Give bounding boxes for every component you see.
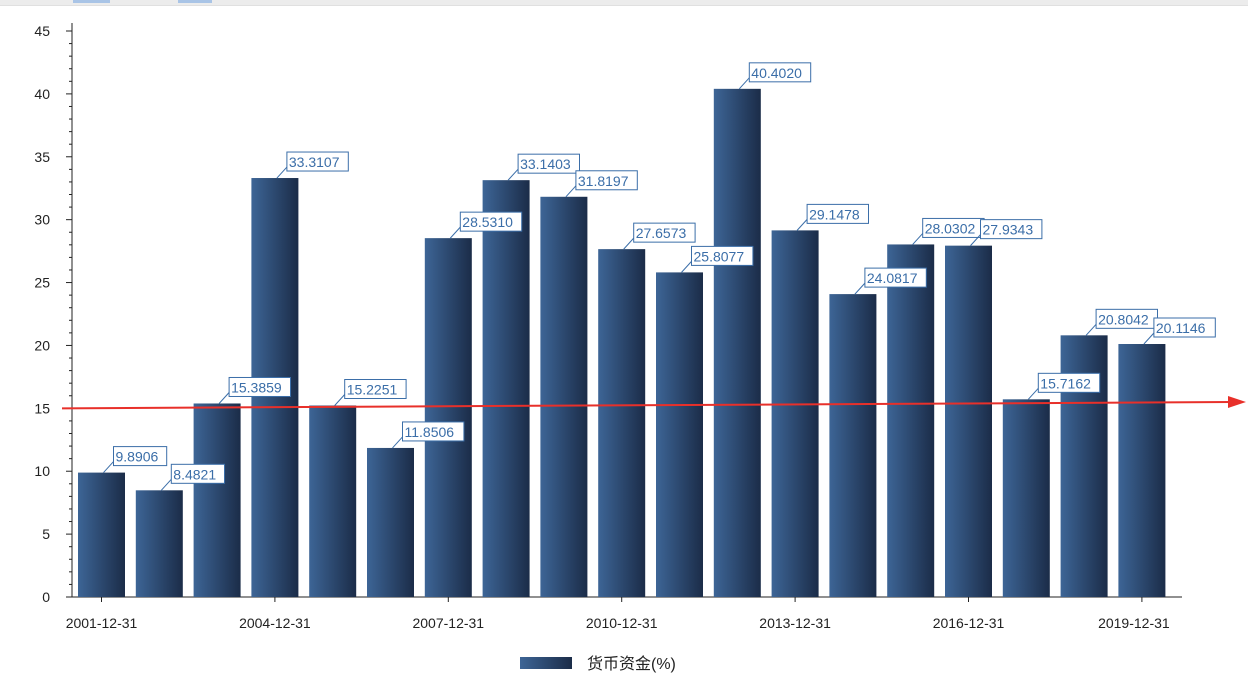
data-label-box <box>286 151 349 172</box>
bar-2002-12-31[interactable] <box>135 490 183 597</box>
y-tick-label: 30 <box>34 212 50 228</box>
data-label: 40.4020 <box>751 65 802 81</box>
y-tick-label: 10 <box>34 463 50 479</box>
x-tick-label: 2010-12-31 <box>586 615 658 631</box>
data-label-box <box>170 463 226 484</box>
data-label: 28.0302 <box>925 220 976 236</box>
y-tick-label: 40 <box>34 86 50 102</box>
label-leader <box>334 394 346 406</box>
toolbar-tab[interactable] <box>73 0 110 3</box>
data-label-box <box>459 211 523 232</box>
label-leader <box>912 233 924 245</box>
y-tick-label: 0 <box>42 589 50 605</box>
data-label: 15.3859 <box>231 379 282 395</box>
data-label: 15.7162 <box>1040 375 1091 391</box>
x-tick-label: 2016-12-31 <box>933 615 1005 631</box>
data-label-box <box>748 62 812 83</box>
x-tick-label: 2004-12-31 <box>239 615 311 631</box>
bar-2009-12-31[interactable] <box>540 196 588 598</box>
bar-2015-12-31[interactable] <box>887 244 935 597</box>
data-label: 27.6573 <box>636 225 687 241</box>
data-label: 11.8506 <box>405 424 455 440</box>
label-leader <box>507 168 519 181</box>
red-annotation-line <box>61 401 1233 410</box>
bar-2007-12-31[interactable] <box>424 238 472 597</box>
data-label: 20.8042 <box>1098 311 1149 327</box>
data-label-box <box>402 421 465 442</box>
y-tick-label: 35 <box>34 149 50 165</box>
data-label: 24.0817 <box>867 270 918 286</box>
x-tick-label: 2001-12-31 <box>66 615 138 631</box>
label-leader <box>1143 332 1155 345</box>
bar-2013-12-31[interactable] <box>771 230 819 598</box>
bar-2014-12-31[interactable] <box>829 294 877 597</box>
label-leader <box>623 237 635 250</box>
data-label: 31.8197 <box>578 173 629 189</box>
data-label: 20.1146 <box>1156 320 1206 336</box>
data-label: 29.1478 <box>809 206 860 222</box>
bar-2008-12-31[interactable] <box>482 180 530 597</box>
label-leader <box>1027 387 1039 400</box>
legend-swatch <box>520 657 572 669</box>
data-label-box <box>344 379 407 400</box>
label-leader <box>218 392 230 404</box>
bar-2010-12-31[interactable] <box>598 249 646 597</box>
bar-2003-12-31[interactable] <box>193 403 241 597</box>
data-label-box <box>980 219 1043 240</box>
data-label-box <box>1153 317 1216 338</box>
data-label: 15.2251 <box>347 382 398 398</box>
label-leader <box>392 436 403 449</box>
data-label-box <box>228 376 292 397</box>
toolbar-tab[interactable] <box>178 0 212 3</box>
data-label: 33.3107 <box>289 154 340 170</box>
label-leader <box>276 166 288 179</box>
label-leader <box>449 226 461 239</box>
data-label-box <box>864 267 927 288</box>
y-tick-label: 15 <box>34 400 50 416</box>
label-leader <box>970 234 981 246</box>
x-tick-label: 2007-12-31 <box>412 615 484 631</box>
data-label: 33.1403 <box>520 156 571 172</box>
data-label-box <box>806 203 869 224</box>
legend: 货币资金(%) <box>520 655 676 673</box>
data-label-box <box>691 245 754 266</box>
y-tick-label: 45 <box>34 23 50 39</box>
bar-2012-12-31[interactable] <box>713 88 761 598</box>
data-label-box <box>633 222 696 243</box>
data-label-box <box>575 170 638 191</box>
data-label: 25.8077 <box>694 248 745 264</box>
top-toolbar-strip <box>0 0 1248 6</box>
bar-2006-12-31[interactable] <box>367 447 414 597</box>
data-label: 28.5310 <box>462 214 513 230</box>
x-tick-label: 2013-12-31 <box>759 615 831 631</box>
arrowhead-icon <box>1228 396 1246 409</box>
label-leader <box>738 77 750 90</box>
data-label: 9.8906 <box>116 449 159 465</box>
label-leader <box>796 219 808 231</box>
bar-2005-12-31[interactable] <box>309 405 357 597</box>
bar-2016-12-31[interactable] <box>945 245 992 598</box>
y-tick-label: 5 <box>42 526 50 542</box>
label-leader <box>565 185 577 198</box>
data-label-box <box>113 446 168 467</box>
bar-2011-12-31[interactable] <box>656 272 703 597</box>
data-label-box <box>1037 372 1101 393</box>
bar-2001-12-31[interactable] <box>78 472 125 597</box>
x-tick-label: 2019-12-31 <box>1098 615 1170 631</box>
data-label-box <box>517 153 580 174</box>
legend-label: 货币资金(%) <box>587 655 676 673</box>
label-leader <box>103 461 114 473</box>
label-leader <box>160 478 172 491</box>
y-tick-label: 20 <box>34 337 50 353</box>
y-tick-label: 25 <box>34 275 50 291</box>
data-label: 27.9343 <box>983 222 1034 238</box>
label-leader <box>681 261 692 273</box>
data-label: 8.4821 <box>173 466 216 482</box>
bar-2019-12-31[interactable] <box>1118 344 1166 597</box>
label-leader <box>1085 323 1097 336</box>
label-leader <box>854 282 866 295</box>
bar-2017-12-31[interactable] <box>1002 399 1050 597</box>
